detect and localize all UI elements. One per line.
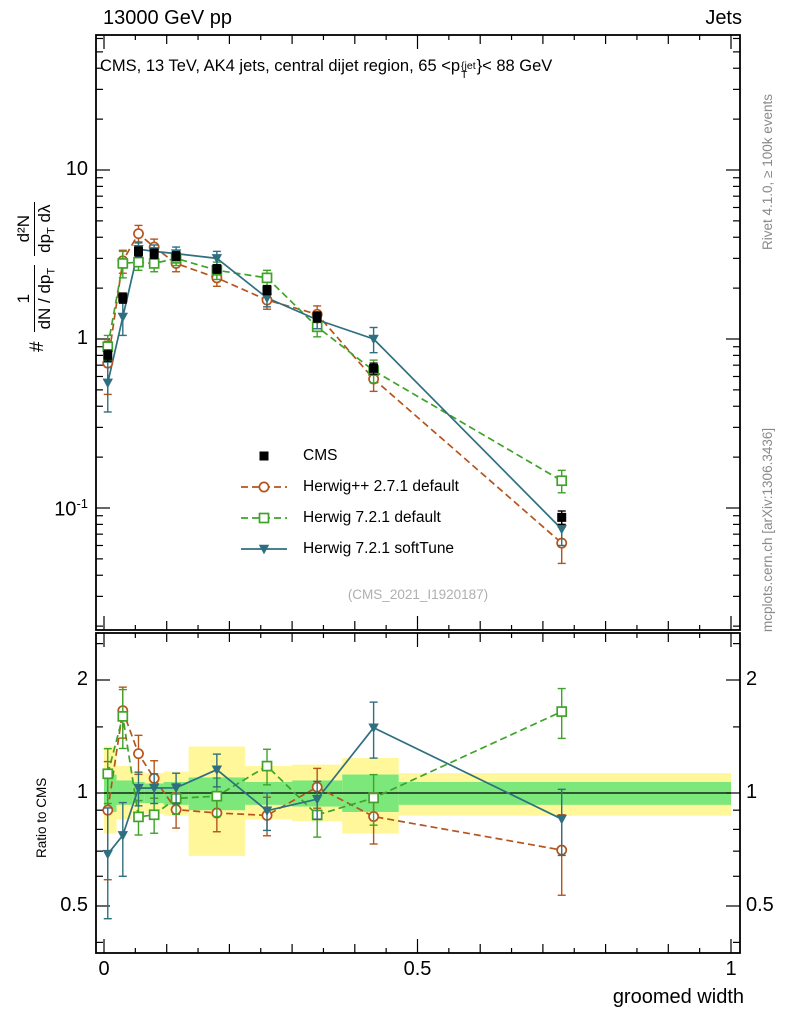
mcplots-reference-label: mcplots.cern.ch [arXiv:1306.3436] <box>760 427 775 632</box>
beam-energy-label: 13000 GeV pp <box>103 7 232 29</box>
legend-label: Herwig++ 2.7.1 default <box>303 477 459 495</box>
main-y-tick-label: 1 <box>76 327 88 349</box>
ratio-uncertainty-bands <box>104 746 731 856</box>
legend-label: Herwig 7.2.1 softTune <box>303 539 455 557</box>
series-points <box>102 701 567 920</box>
fraction-denominator-text: dp <box>35 233 54 253</box>
x-axis-label: groomed width <box>612 986 744 1008</box>
x-tick-label: 0.5 <box>403 958 432 980</box>
pt-jet-stack: {jet T <box>461 60 476 81</box>
ratio-y-tick-label-left: 2 <box>76 668 88 690</box>
ratio-y-tick-label-right: 1 <box>746 781 758 803</box>
legend-item-0: CMS <box>238 440 459 471</box>
analysis-id-watermark: (CMS_2021_I1920187) <box>347 587 489 602</box>
fraction-denominator-sub: T <box>45 267 58 275</box>
legend: CMS Herwig++ 2.7.1 default Herwig 7.2.1 de… <box>238 440 459 564</box>
legend-item-3: Herwig 7.2.1 softTune <box>238 533 459 564</box>
pt-jet-subscript: T <box>461 69 468 81</box>
main-y-tick-label: 10-1 <box>54 496 88 521</box>
rivet-version-label: Rivet 4.1.0, ≥ 100k events <box>760 94 775 250</box>
ratio-y-tick-label-left: 0.5 <box>60 894 88 916</box>
series-line <box>106 710 562 851</box>
pt-jet-superscript: {jet <box>461 60 476 72</box>
ratio-panel-frame <box>95 632 741 954</box>
plot-title-suffix: }< 88 GeV <box>476 57 553 75</box>
square-filled-icon <box>259 451 269 460</box>
series-line <box>106 257 563 482</box>
fraction-denominator-text: dN / dp <box>35 274 54 330</box>
fraction-denominator: dN / dpT <box>35 265 61 333</box>
square-open-icon <box>241 512 287 523</box>
x-tick-label: 0 <box>98 958 110 980</box>
legend-item-1: Herwig++ 2.7.1 default <box>238 471 459 502</box>
legend-label: Herwig 7.2.1 default <box>303 508 441 526</box>
series-line <box>106 248 563 530</box>
fraction-denominator-sub: T <box>45 227 58 234</box>
plot-title-prefix: CMS, 13 TeV, AK4 jets, central dijet reg… <box>100 57 461 75</box>
legend-item-2: Herwig 7.2.1 default <box>238 502 459 533</box>
series-points <box>103 246 567 526</box>
fraction-numerator: d²N <box>14 201 35 256</box>
series-line <box>107 726 563 855</box>
fraction-one-over-dndpt: 1 dN / dpT <box>14 264 61 333</box>
legend-label: CMS <box>303 446 338 464</box>
triangle-down-filled-icon <box>241 544 287 554</box>
analysis-group-label: Jets <box>705 7 742 29</box>
main-y-tick-label: 10 <box>65 158 88 180</box>
ratio-y-tick-label-right: 0.5 <box>746 894 774 916</box>
ratio-y-tick-label-left: 1 <box>76 781 88 803</box>
fraction-d2n-over-dptdlambda: d²N dpT dλ <box>14 201 61 256</box>
series-line <box>106 232 563 544</box>
fraction-denominator-tail: dλ <box>35 204 54 228</box>
x-tick-label: 1 <box>725 958 737 980</box>
fraction-numerator: 1 <box>14 264 35 333</box>
plot-title: CMS, 13 TeV, AK4 jets, central dijet reg… <box>100 57 552 80</box>
series-line <box>106 710 563 818</box>
ratio-y-tick-label-right: 2 <box>746 668 758 690</box>
fraction-denominator: dpT dλ <box>35 202 61 256</box>
main-panel-frame <box>95 34 741 631</box>
circle-open-icon <box>241 481 287 492</box>
